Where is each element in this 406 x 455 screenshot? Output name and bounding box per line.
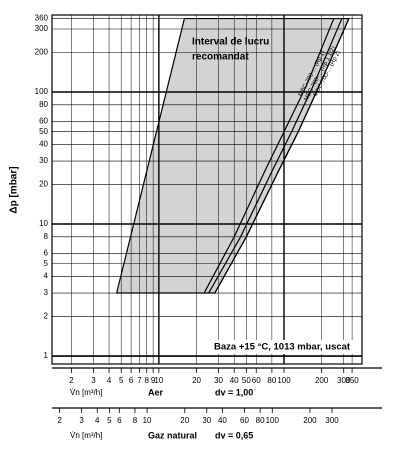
x2-tick-label: 8 — [133, 416, 138, 425]
x2-tick-label: 200 — [303, 416, 317, 425]
x2-tick-label: 4 — [95, 416, 100, 425]
y-tick-label: 6 — [44, 248, 49, 257]
x-tick-label: 30 — [214, 376, 223, 385]
x-tick-label: 100 — [277, 376, 291, 385]
plot-frame — [51, 14, 363, 365]
y-tick-label: 40 — [39, 140, 48, 149]
x2-density: dv = 0,65 — [215, 430, 253, 440]
x2-tick-label: 300 — [325, 416, 339, 425]
x2-tick-label: 5 — [107, 416, 112, 425]
x-density: dv = 1,00 — [215, 387, 253, 397]
y-tick-label: 80 — [39, 100, 48, 109]
x2-tick-label: 100 — [266, 416, 280, 425]
x2-tick-label: 2 — [57, 416, 62, 425]
x-medium: Aer — [148, 387, 164, 397]
x2-tick-label: 10 — [143, 416, 152, 425]
curve — [203, 18, 335, 294]
y-tick-label: 2 — [44, 311, 49, 320]
x2-axis-label: V̇n [m³/h] — [70, 431, 102, 440]
x2-tick-label: 30 — [202, 416, 211, 425]
x2-medium: Gaz natural — [148, 430, 197, 440]
x2-tick-label: 80 — [256, 416, 265, 425]
x-tick-label: 10 — [154, 376, 163, 385]
y-axis-label: Δp [mbar] — [9, 166, 20, 213]
x-tick-label: 7 — [137, 376, 142, 385]
x2-tick-label: 3 — [79, 416, 84, 425]
x-tick-label: 350 — [345, 376, 359, 385]
note-bg — [210, 340, 358, 354]
y-tick-label: 5 — [44, 259, 49, 268]
y-tick-label: 8 — [44, 232, 49, 241]
x-axis-label: V̇n [m³/h] — [70, 388, 102, 397]
y-tick-label: 300 — [35, 24, 49, 33]
note: Baza +15 °C, 1013 mbar, uscat — [214, 342, 351, 353]
y-tick-label: 50 — [39, 127, 48, 136]
x-tick-label: 3 — [91, 376, 96, 385]
x2-tick-label: 6 — [117, 416, 122, 425]
x-tick-label: 4 — [107, 376, 112, 385]
region-label: recomandat — [192, 52, 249, 63]
x-tick-label: 20 — [192, 376, 201, 385]
y-tick-label: 30 — [39, 156, 48, 165]
curve — [208, 18, 343, 294]
y-tick-label: 1 — [44, 351, 49, 360]
y-tick-label: 3 — [44, 288, 49, 297]
x2-tick-label: 20 — [180, 416, 189, 425]
x-tick-label: 8 — [145, 376, 150, 385]
y-tick-label: 10 — [39, 219, 48, 228]
x-tick-label: 200 — [315, 376, 329, 385]
x2-tick-label: 40 — [218, 416, 227, 425]
x-tick-label: 2 — [69, 376, 74, 385]
y-tick-label: 100 — [35, 87, 49, 96]
x-tick-label: 9 — [151, 376, 156, 385]
region-label: Interval de lucru — [192, 37, 269, 48]
y-tick-label: 360 — [35, 14, 49, 23]
y-tick-label: 200 — [35, 47, 49, 56]
x-tick-label: 300 — [337, 376, 351, 385]
y-tick-label: 20 — [39, 179, 48, 188]
curve — [214, 18, 350, 294]
y-tick-label: 4 — [44, 272, 49, 281]
x-tick-label: 50 — [242, 376, 251, 385]
x-tick-label: 40 — [230, 376, 239, 385]
y-tick-label: 60 — [39, 116, 48, 125]
x-tick-label: 5 — [119, 376, 124, 385]
x-tick-label: 80 — [267, 376, 276, 385]
x-tick-label: 60 — [252, 376, 261, 385]
x-tick-label: 6 — [129, 376, 134, 385]
x2-tick-label: 60 — [240, 416, 249, 425]
